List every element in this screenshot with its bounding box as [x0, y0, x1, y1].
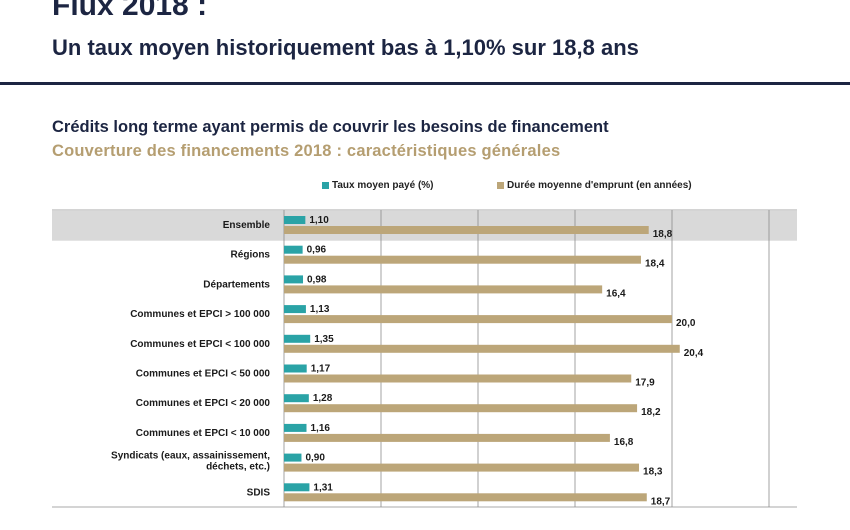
- rate-value-label: 1,28: [313, 393, 333, 404]
- rate-value-label: 1,31: [313, 482, 333, 493]
- duration-bar: [284, 255, 641, 264]
- category-label: Départements: [203, 279, 270, 290]
- duration-value-label: 16,4: [606, 288, 626, 299]
- rate-bar: [284, 423, 307, 432]
- duration-value-label: 18,2: [641, 407, 661, 418]
- rate-bar: [284, 334, 311, 343]
- category-label: Communes et EPCI < 10 000: [136, 428, 271, 439]
- rate-bar: [284, 483, 310, 492]
- duration-bar: [284, 463, 640, 472]
- rate-value-label: 1,13: [310, 304, 330, 315]
- title-divider: [0, 82, 850, 85]
- legend-swatch-rate: [322, 182, 329, 189]
- duration-bar: [284, 493, 647, 502]
- rate-bar: [284, 275, 304, 284]
- duration-value-label: 18,4: [645, 259, 665, 270]
- legend-label-duration: Durée moyenne d'emprunt (en années): [507, 180, 692, 191]
- rate-bar: [284, 216, 306, 224]
- duration-bar: [284, 344, 680, 353]
- category-label: Communes et EPCI < 50 000: [136, 369, 271, 380]
- slide-title: Flux 2018 :: [52, 0, 208, 22]
- legend-item-duration: Durée moyenne d'emprunt (en années): [497, 180, 692, 191]
- rate-bar: [284, 364, 307, 373]
- duration-value-label: 20,4: [684, 348, 704, 359]
- category-label: Communes et EPCI < 20 000: [136, 398, 271, 409]
- duration-value-label: 18,7: [651, 496, 671, 507]
- highlight-band: [52, 211, 797, 241]
- duration-value-label: 18,3: [643, 467, 663, 478]
- category-label: Communes et EPCI > 100 000: [130, 309, 270, 320]
- legend-label-rate: Taux moyen payé (%): [332, 180, 434, 191]
- chart-section-title: Crédits long terme ayant permis de couvr…: [52, 118, 609, 136]
- rate-value-label: 1,10: [309, 215, 329, 226]
- duration-bar: [284, 226, 649, 234]
- category-label: Ensemble: [223, 220, 271, 231]
- category-label: Régions: [231, 250, 271, 261]
- duration-value-label: 18,8: [653, 229, 673, 240]
- slide-subtitle: Un taux moyen historiquement bas à 1,10%…: [52, 35, 639, 60]
- category-label: Communes et EPCI < 100 000: [130, 339, 270, 350]
- duration-bar: [284, 285, 603, 294]
- duration-bar: [284, 404, 638, 413]
- rate-value-label: 0,96: [307, 245, 327, 256]
- duration-bar: [284, 374, 632, 383]
- duration-value-label: 16,8: [614, 437, 634, 448]
- rate-bar: [284, 394, 309, 403]
- legend-item-rate: Taux moyen payé (%): [322, 180, 434, 191]
- rate-value-label: 0,98: [307, 274, 327, 285]
- chart-section-subtitle: Couverture des financements 2018 : carac…: [52, 142, 561, 160]
- rate-bar: [284, 453, 302, 462]
- duration-value-label: 17,9: [635, 378, 655, 389]
- duration-bar: [284, 433, 610, 442]
- duration-value-label: 20,0: [676, 318, 696, 329]
- category-label: déchets, etc.): [206, 462, 270, 473]
- rate-value-label: 1,16: [311, 423, 331, 434]
- duration-bar: [284, 315, 672, 324]
- category-label: SDIS: [247, 487, 271, 498]
- category-label: Syndicats (eaux, assainissement,: [111, 451, 270, 462]
- rate-bar: [284, 245, 303, 254]
- rate-bar: [284, 305, 306, 314]
- legend-swatch-duration: [497, 182, 504, 189]
- rate-value-label: 0,90: [305, 453, 325, 464]
- rate-value-label: 1,35: [314, 334, 334, 345]
- rate-value-label: 1,17: [311, 364, 331, 375]
